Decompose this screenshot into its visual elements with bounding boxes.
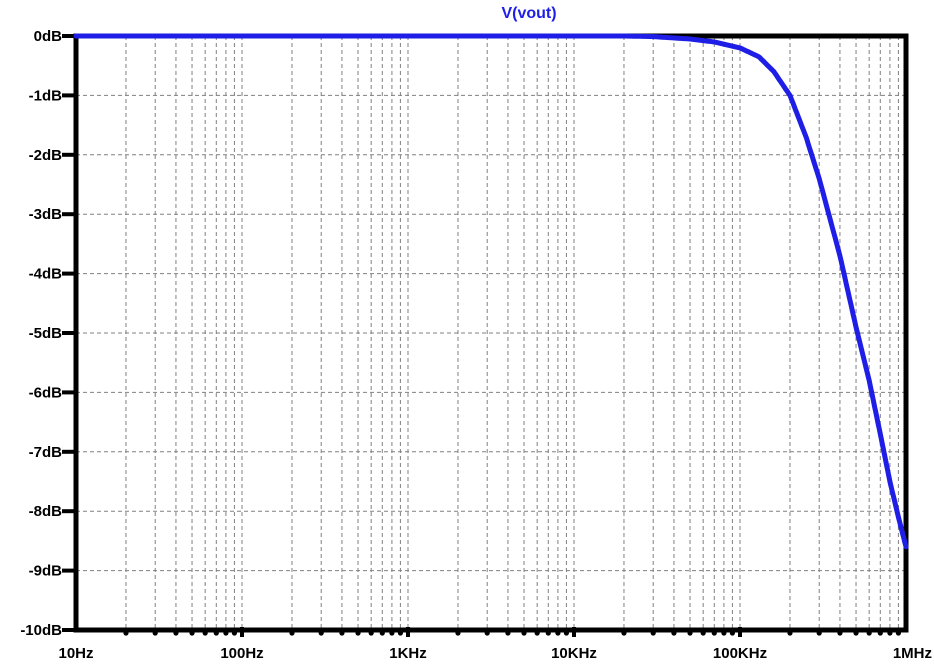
y-tick-label: -7dB [29,444,63,461]
y-major-tick [62,449,76,454]
y-tick-label: -1dB [29,87,63,104]
tick-marks [62,34,902,637]
series-line-vout [73,33,909,550]
y-tick-label: -8dB [29,503,63,520]
y-tick-label: -3dB [29,206,63,223]
y-major-tick [62,271,76,276]
y-tick-label: -6dB [29,384,63,401]
y-major-tick [62,331,76,335]
x-tick-label: 1MHz [893,645,932,662]
y-major-tick [62,509,76,514]
y-major-tick [62,212,76,217]
y-tick-label: -4dB [29,266,63,283]
y-major-tick [62,628,76,632]
y-major-tick [62,34,76,38]
x-tick-label: 100Hz [220,645,263,662]
grid-lines [76,36,906,630]
y-tick-label: -5dB [29,325,63,342]
y-major-tick [62,93,76,98]
series-layer [73,33,909,550]
x-tick-label: 1KHz [389,645,427,662]
x-tick-label: 100KHz [713,645,767,662]
y-major-tick [62,568,76,573]
y-major-tick [62,152,76,157]
chart-title: V(vout) [501,5,556,22]
y-tick-label: -9dB [29,563,63,580]
y-tick-label: -2dB [29,147,63,164]
y-tick-label: -10dB [20,622,62,639]
y-major-tick [62,390,76,395]
x-tick-label: 10KHz [551,645,597,662]
x-axis-tick-labels: 10Hz 100Hz 1KHz 10KHz 100KHz 1MHz [58,645,932,662]
y-axis-tick-labels: 0dB -1dB -2dB -3dB -4dB -5dB -6dB -7dB -8dB -9dB -… [20,28,62,639]
x-tick-label: 10Hz [58,645,93,662]
y-tick-label: 0dB [34,28,63,45]
